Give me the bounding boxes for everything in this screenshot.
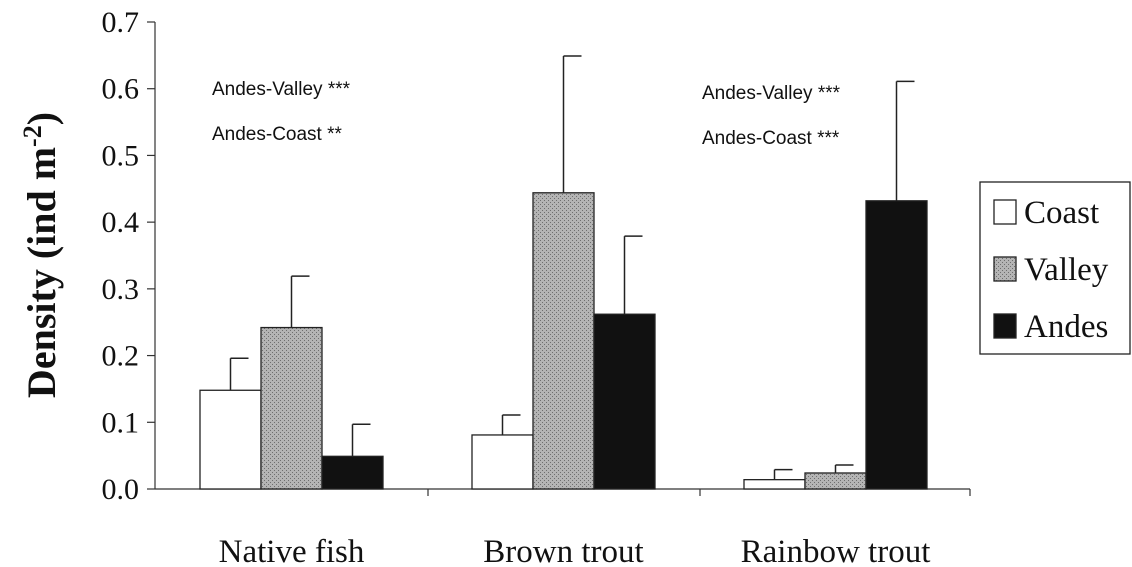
significance-label: Andes-Valley *** xyxy=(702,83,841,104)
significance-label: Andes-Coast ** xyxy=(212,124,343,145)
y-tick-label: 0.4 xyxy=(102,206,140,239)
y-tick-label: 0.2 xyxy=(102,340,140,373)
bar-coast xyxy=(743,479,806,490)
legend-swatch-valley xyxy=(993,256,1017,282)
significance-label: Andes-Valley *** xyxy=(212,79,351,100)
x-axis-category-labels: Native fish Brown trout Rainbow trout xyxy=(219,534,931,567)
x-category-label: Brown trout xyxy=(483,534,643,567)
y-tick-label: 0.1 xyxy=(102,406,140,439)
y-axis-title: Density (ind m-2) xyxy=(18,112,64,398)
bar-groups xyxy=(199,55,928,490)
bar-valley xyxy=(532,192,595,490)
x-category-label: Native fish xyxy=(219,534,365,567)
y-tick-label: 0.0 xyxy=(102,473,140,506)
y-axis-label: Density (ind m-2) xyxy=(18,112,64,398)
bar-andes xyxy=(321,455,384,490)
y-axis: 0.0 0.1 0.2 0.3 0.4 0.5 0.6 0.7 xyxy=(102,6,971,506)
legend-label: Coast xyxy=(1024,195,1099,231)
y-tick-label: 0.3 xyxy=(102,273,140,306)
y-tick-label: 0.6 xyxy=(102,73,140,106)
legend-swatch-andes xyxy=(993,313,1017,339)
bar-coast xyxy=(199,389,262,490)
legend-label: Andes xyxy=(1024,309,1108,345)
bar-valley xyxy=(260,326,323,490)
y-tick-label: 0.5 xyxy=(102,139,140,172)
x-category-label: Rainbow trout xyxy=(741,534,931,567)
y-tick-label: 0.7 xyxy=(102,6,140,39)
bar-valley xyxy=(804,472,867,490)
significance-annotations: Andes-Valley *** Andes-Coast ** Andes-Vall… xyxy=(212,79,841,149)
bar-andes xyxy=(593,313,656,490)
legend-swatch-coast xyxy=(993,199,1017,225)
legend: Coast Valley Andes xyxy=(979,181,1131,355)
legend-label: Valley xyxy=(1024,252,1109,288)
significance-label: Andes-Coast *** xyxy=(702,128,840,149)
bar-coast xyxy=(471,434,534,490)
bar-andes xyxy=(865,200,928,490)
